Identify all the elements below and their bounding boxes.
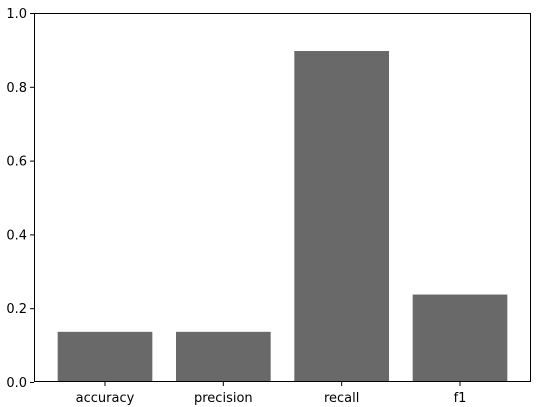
x-axis: accuracy precision recall f1: [76, 382, 467, 406]
x-tick-label-recall: recall: [324, 391, 359, 406]
bar-accuracy: [57, 331, 153, 382]
y-tick-label-1.0: 1.0: [6, 7, 27, 22]
bar-precision: [176, 331, 271, 382]
bar-f1: [412, 294, 508, 382]
y-tick-label-0.4: 0.4: [6, 228, 27, 243]
bar-recall: [294, 51, 389, 382]
x-tick-label-f1: f1: [454, 391, 467, 406]
x-tick-label-precision: precision: [194, 391, 253, 406]
y-tick-label-0.2: 0.2: [6, 302, 27, 317]
plot-frame: [34, 13, 531, 382]
bars-group: [57, 51, 508, 382]
y-tick-label-0.0: 0.0: [6, 376, 27, 391]
x-tick-label-accuracy: accuracy: [76, 391, 135, 406]
y-tick-label-0.6: 0.6: [6, 155, 27, 170]
y-axis: 0.0 0.2 0.4 0.6 0.8 1.0: [6, 7, 34, 391]
y-tick-label-0.8: 0.8: [6, 81, 27, 96]
